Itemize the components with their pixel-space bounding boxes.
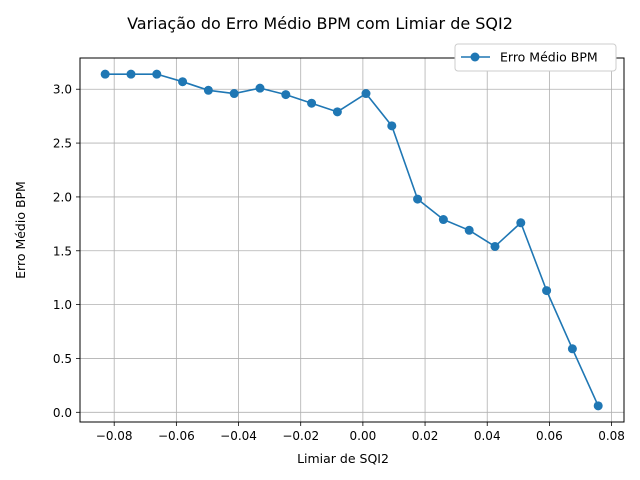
legend-marker-sample: [470, 52, 480, 62]
x-tick-label: 0.00: [350, 429, 377, 443]
data-point: [203, 85, 213, 95]
data-point: [255, 83, 265, 93]
x-tick-label: 0.08: [598, 429, 625, 443]
data-point: [490, 241, 500, 251]
data-point: [281, 90, 291, 100]
y-axis-ticks: 0.0 0.5 1.0 1.5 2.0 2.5 3.0: [53, 83, 80, 420]
legend-label: Erro Médio BPM: [500, 50, 598, 65]
legend: Erro Médio BPM: [454, 43, 617, 72]
data-point: [593, 401, 603, 411]
data-point: [516, 218, 526, 228]
y-tick-label: 0.0: [53, 406, 72, 420]
x-tick-label: −0.04: [220, 429, 257, 443]
y-tick-label: 1.0: [53, 298, 72, 312]
data-point: [307, 98, 317, 108]
data-point: [178, 77, 188, 87]
x-tick-label: 0.02: [412, 429, 439, 443]
data-point: [100, 69, 110, 79]
x-tick-label: 0.04: [474, 429, 501, 443]
x-tick-label: 0.06: [536, 429, 563, 443]
chart-title: Variação do Erro Médio BPM com Limiar de…: [127, 14, 513, 33]
plot-frame: [79, 57, 625, 423]
x-axis-ticks: −0.08 −0.06 −0.04 −0.02 0.00 0.02 0.04 0.06 0.08: [96, 422, 625, 443]
x-axis-label: Limiar de SQI2: [297, 451, 389, 466]
series-line: [105, 73, 599, 407]
data-point: [361, 89, 371, 99]
x-tick-label: −0.02: [282, 429, 319, 443]
x-tick-label: −0.08: [96, 429, 133, 443]
data-point: [438, 215, 448, 225]
x-tick-label: −0.06: [158, 429, 195, 443]
data-point: [229, 89, 239, 99]
data-point: [542, 286, 552, 296]
data-point: [126, 69, 136, 79]
series-group: [100, 69, 603, 411]
data-point: [387, 121, 397, 131]
y-axis-label: Erro Médio BPM: [13, 181, 28, 279]
data-point: [413, 194, 423, 204]
legend-box: [454, 43, 617, 72]
y-tick-label: 0.5: [53, 352, 72, 366]
y-tick-label: 1.5: [53, 244, 72, 258]
grid: [80, 58, 624, 422]
data-point: [152, 69, 162, 79]
data-point: [464, 225, 474, 235]
y-tick-label: 3.0: [53, 83, 72, 97]
data-point: [567, 344, 577, 354]
y-tick-label: 2.5: [53, 137, 72, 151]
data-point: [332, 107, 342, 117]
y-tick-label: 2.0: [53, 190, 72, 204]
